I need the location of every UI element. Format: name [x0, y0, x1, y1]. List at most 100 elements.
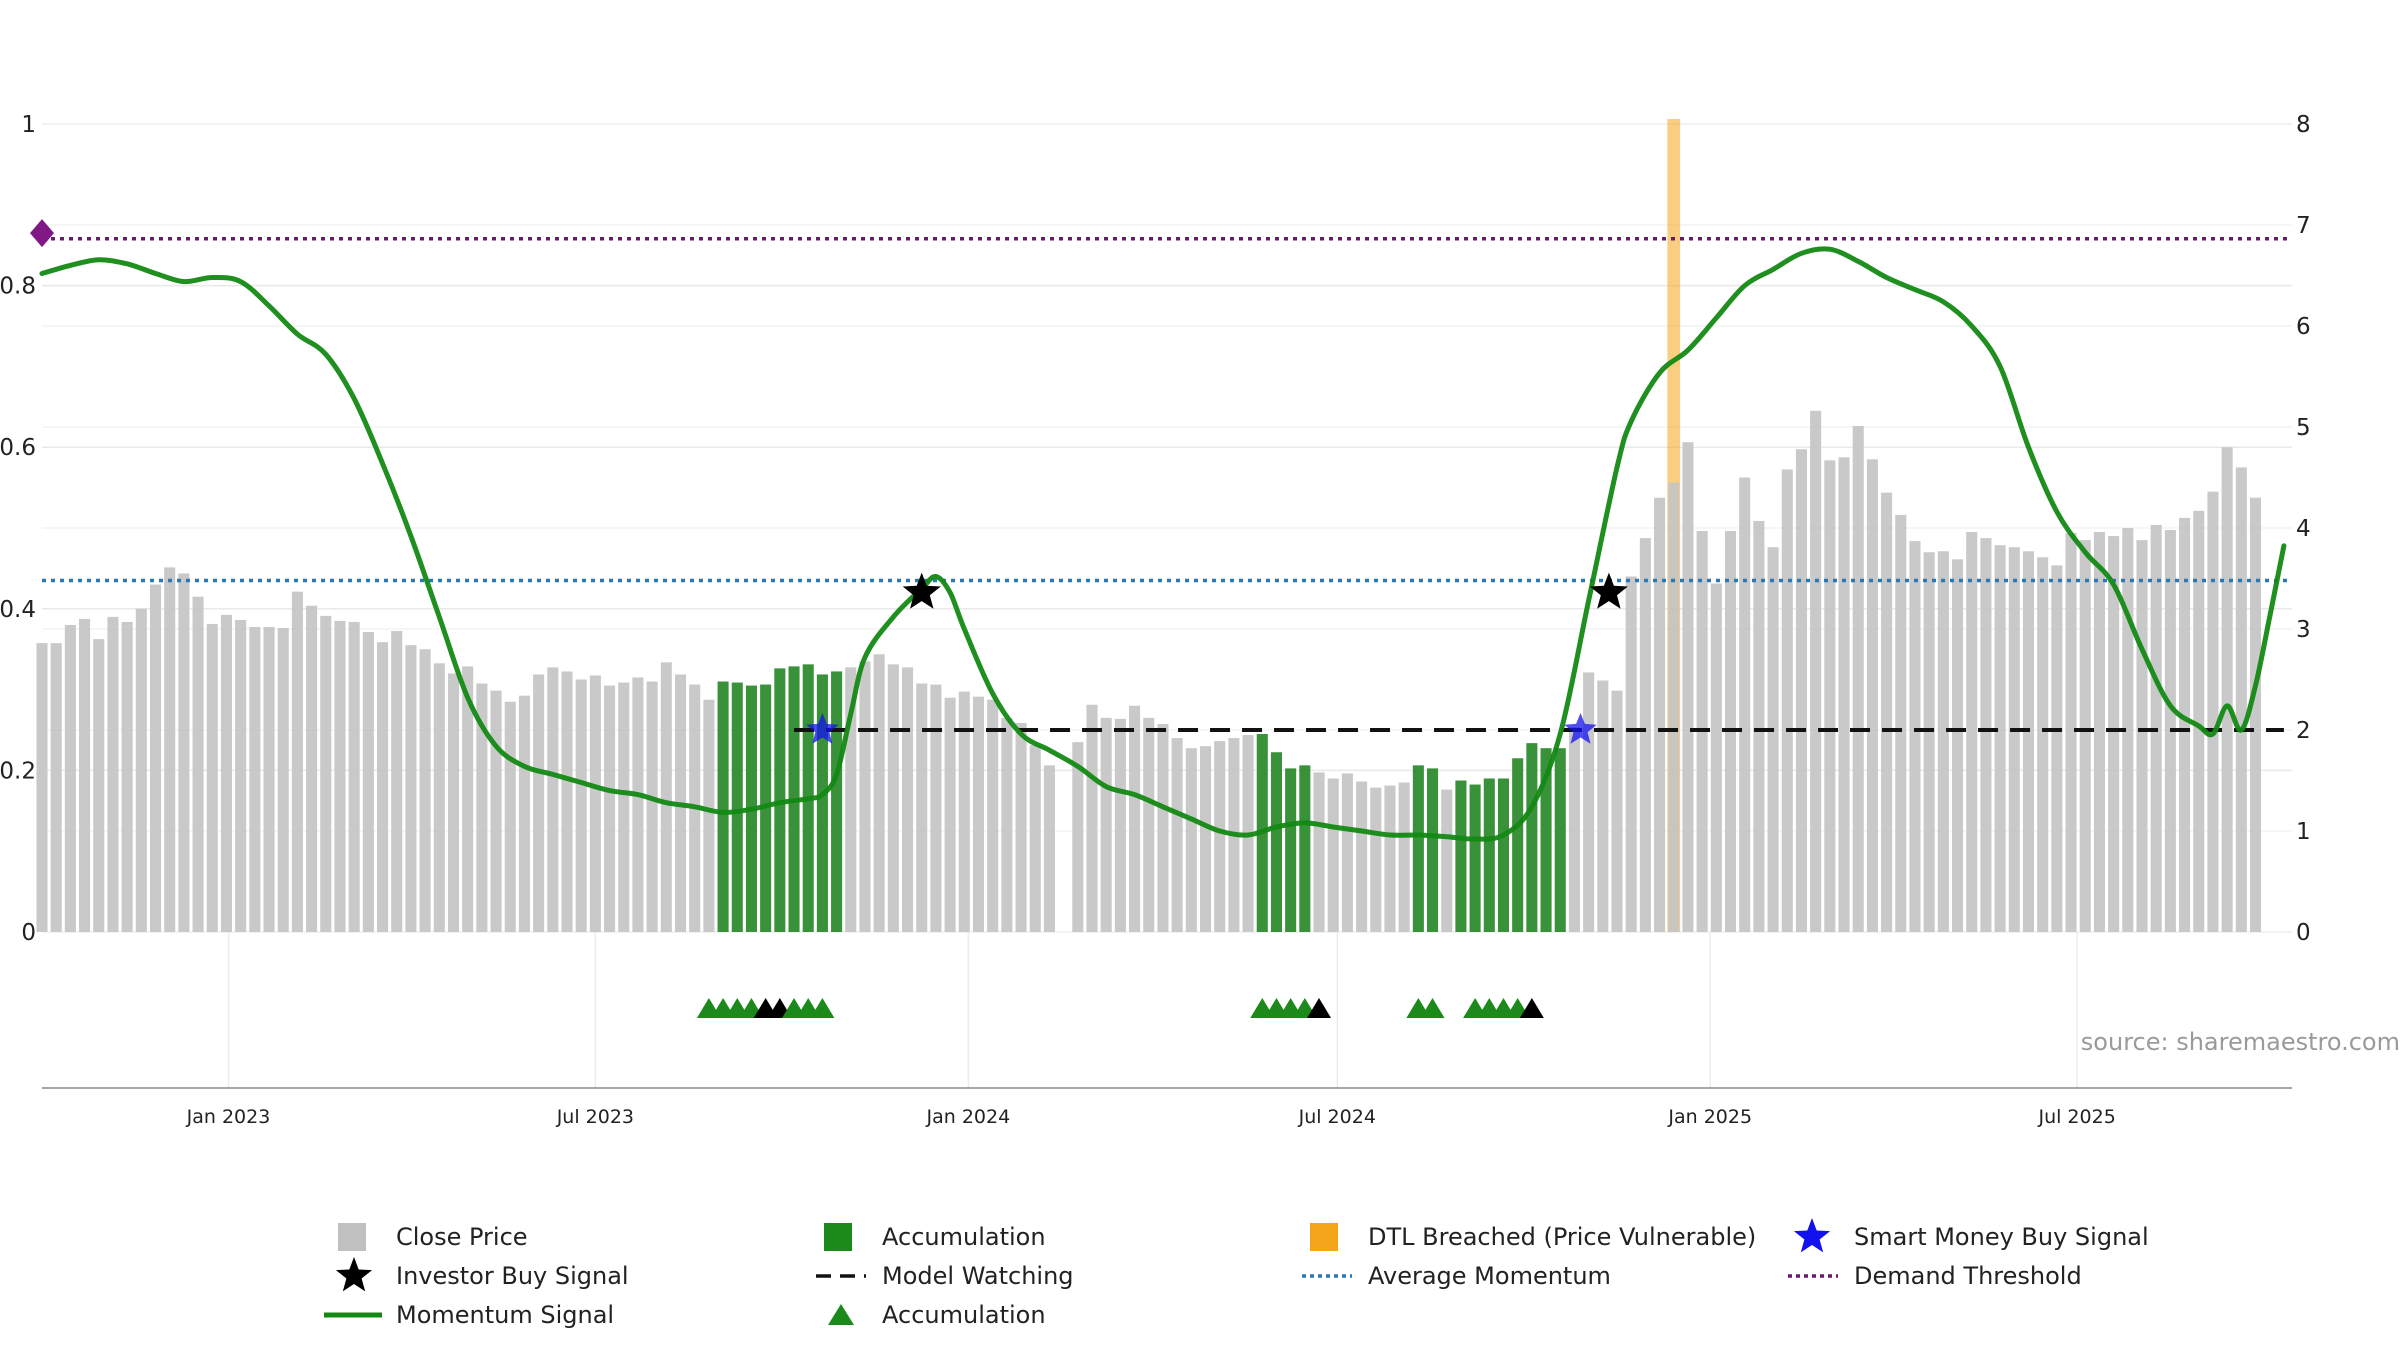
close-price-bar: [1597, 680, 1609, 932]
close-price-bar: [348, 621, 360, 932]
close-price-bar: [405, 645, 417, 932]
close-price-bar: [1171, 738, 1183, 932]
y-right-tick-label: 0: [2296, 920, 2311, 946]
close-price-bar: [249, 626, 261, 932]
close-price-bar: [504, 701, 516, 932]
x-tick-label: Jan 2024: [926, 1106, 1011, 1128]
close-price-bar: [1625, 576, 1637, 932]
accumulation-bar: [1483, 778, 1495, 932]
accumulation-bar: [1512, 758, 1524, 932]
legend-swatch-square: [338, 1223, 366, 1251]
close-price-bar: [859, 661, 871, 932]
close-price-bar: [1129, 705, 1141, 932]
close-price-bar: [1980, 538, 1992, 932]
close-price-bar: [1937, 551, 1949, 932]
close-price-bar: [2249, 497, 2262, 932]
close-price-bar: [377, 642, 389, 932]
close-price-bar: [1852, 425, 1864, 932]
accumulation-bar: [1455, 780, 1467, 932]
close-price-bar: [1029, 745, 1041, 932]
close-price-bar: [362, 632, 374, 932]
y-left-tick-label: 0.2: [0, 758, 36, 784]
axes: 0 0.2 0.4 0.6 0.8 1 0 1 2 3 4 5 6 7 8 Jan 2023 Jul 2023 J…: [0, 112, 2311, 1128]
legend-label: Close Price: [396, 1223, 528, 1251]
close-price-bar: [2079, 540, 2091, 932]
y-right-tick-label: 4: [2296, 516, 2311, 542]
momentum-signal-path: [39, 246, 2287, 842]
y-right-tick-label: 3: [2296, 617, 2311, 643]
close-price-bar: [149, 584, 162, 932]
close-price-bar: [419, 649, 431, 932]
accumulation-bar: [1285, 768, 1297, 932]
close-price-bar: [334, 620, 346, 932]
close-price-bar: [277, 627, 289, 932]
close-price-bar: [845, 667, 857, 932]
close-price-bar: [533, 674, 545, 932]
y-left-tick-label: 1: [21, 112, 36, 138]
close-price-bar: [178, 573, 190, 932]
close-price-bar: [1682, 442, 1694, 932]
close-price-bar: [1923, 552, 1935, 932]
source-credit: source: sharemaestro.com: [2081, 1028, 2400, 1056]
close-price-bar: [902, 667, 914, 932]
close-price-bar: [1185, 748, 1197, 932]
accumulation-bar: [1540, 748, 1552, 932]
close-price-bar: [50, 643, 62, 932]
close-price-bar: [916, 683, 928, 932]
x-tick-label: Jul 2025: [2037, 1106, 2115, 1128]
legend-label: Momentum Signal: [396, 1301, 614, 1329]
legend-label: DTL Breached (Price Vulnerable): [1368, 1223, 1756, 1251]
legend-label: Average Momentum: [1368, 1262, 1611, 1290]
accumulation-bar: [1526, 743, 1538, 932]
accumulation-bar: [816, 674, 828, 932]
close-price-bar: [462, 666, 474, 932]
legend-label: Model Watching: [882, 1262, 1074, 1290]
close-price-bar: [1143, 717, 1155, 932]
close-price-bar: [632, 677, 644, 932]
legend-label: Demand Threshold: [1854, 1262, 2082, 1290]
legend-label: Investor Buy Signal: [396, 1262, 629, 1290]
signal-markers: [30, 219, 1628, 744]
x-tick-label: Jan 2025: [1667, 1106, 1752, 1128]
close-price-bar: [1668, 482, 1680, 932]
grid-lines: [42, 123, 2292, 1088]
close-price-bar: [320, 615, 332, 932]
accumulation-triangle-8: [810, 998, 835, 1018]
close-price-bar: [447, 673, 460, 932]
accumulation-bar: [831, 671, 843, 932]
close-price-bar: [1356, 781, 1368, 932]
close-price-bar: [1966, 532, 1978, 932]
close-price-bar: [1994, 545, 2006, 932]
legend-label: Smart Money Buy Signal: [1854, 1223, 2149, 1251]
close-price-bar: [2037, 557, 2049, 932]
close-price-bar: [2051, 565, 2063, 932]
close-price-bar: [2022, 551, 2035, 932]
close-price-bar: [490, 690, 502, 932]
accumulation-triangle-15: [1420, 998, 1445, 1018]
close-price-bar: [660, 662, 672, 932]
close-price-bar: [1199, 746, 1212, 932]
close-price-bar: [1015, 722, 1027, 932]
close-price-bar: [1952, 559, 1964, 932]
momentum-signal-line: [39, 246, 2287, 842]
accumulation-bar: [1270, 752, 1282, 932]
close-price-bar: [220, 614, 232, 932]
close-price-bar: [1881, 492, 1893, 932]
legend-swatch-star: [1793, 1218, 1831, 1253]
close-price-bar: [1639, 538, 1651, 932]
legend-label: Accumulation: [882, 1301, 1046, 1329]
close-price-bar: [1327, 778, 1339, 932]
close-price-bar: [873, 654, 885, 932]
close-price-bar: [2136, 540, 2148, 932]
y-right-tick-label: 7: [2296, 213, 2311, 239]
y-right-tick-label: 6: [2296, 314, 2311, 340]
close-price-bar: [1654, 497, 1666, 932]
close-price-bar: [1313, 772, 1325, 932]
accumulation-triangle-13: [1307, 998, 1332, 1018]
close-price-bar: [618, 682, 630, 932]
accumulation-bar: [717, 681, 729, 932]
close-price-bar: [391, 631, 403, 932]
close-price-bar: [1043, 765, 1055, 932]
legend-swatch-square: [824, 1223, 852, 1251]
